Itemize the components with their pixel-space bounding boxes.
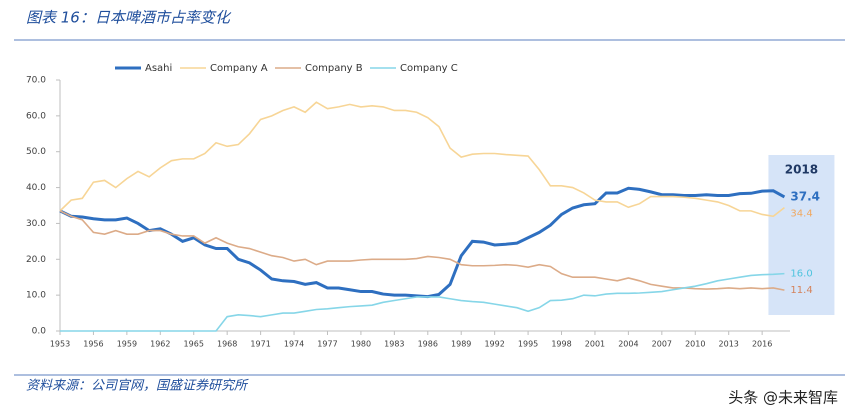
x-tick-label: 2007 [652,340,672,349]
series-line [59,101,785,218]
x-tick-label: 2010 [685,340,705,349]
y-tick-label: 0.0 [32,327,47,337]
header-title: 图表 16：日本啤酒市占率变化 [26,9,232,27]
highlight-label: 2018 [785,163,818,177]
highlight-box [768,155,835,315]
x-tick-label: 1992 [484,340,504,349]
x-tick-label: 1989 [451,340,471,349]
x-tick-label: 1986 [418,340,438,349]
legend-label: Company A [210,63,268,74]
y-tick-label: 40.0 [26,183,46,193]
y-tick-label: 10.0 [26,291,46,301]
data-label: 37.4 [790,189,820,203]
x-tick-label: 1959 [117,340,137,349]
x-tick-label: 1971 [250,340,270,349]
x-tick-label: 1983 [384,340,404,349]
data-label: 16.0 [790,269,812,280]
y-tick-label: 50.0 [26,147,46,157]
legend-label: Company B [305,63,363,74]
x-tick-label: 1953 [50,340,70,349]
y-tick-label: 20.0 [26,255,46,265]
y-tick-label: 30.0 [26,219,46,229]
series-line [59,186,786,299]
legend-label: Asahi [145,63,172,74]
x-tick-label: 1977 [317,340,337,349]
series-line [60,272,785,332]
x-tick-label: 2016 [752,340,772,349]
x-tick-label: 1995 [518,340,538,349]
watermark: 头条 @未来智库 [728,389,838,407]
x-tick-label: 1965 [184,340,204,349]
series-line [59,210,785,291]
data-label: 34.4 [790,209,812,220]
x-tick-label: 2004 [618,340,638,349]
data-label: 11.4 [790,285,812,296]
y-tick-label: 60.0 [26,111,46,121]
x-tick-label: 1974 [284,340,304,349]
legend-label: Company C [400,63,458,74]
x-tick-label: 1956 [83,340,103,349]
y-tick-label: 70.0 [26,76,46,86]
x-tick-label: 2013 [719,340,739,349]
source: 资料来源：公司官网，国盛证券研究所 [26,378,249,394]
x-tick-label: 2001 [585,340,605,349]
x-tick-label: 1998 [551,340,571,349]
x-tick-label: 1980 [351,340,371,349]
x-tick-label: 1962 [150,340,170,349]
x-tick-label: 1968 [217,340,237,349]
